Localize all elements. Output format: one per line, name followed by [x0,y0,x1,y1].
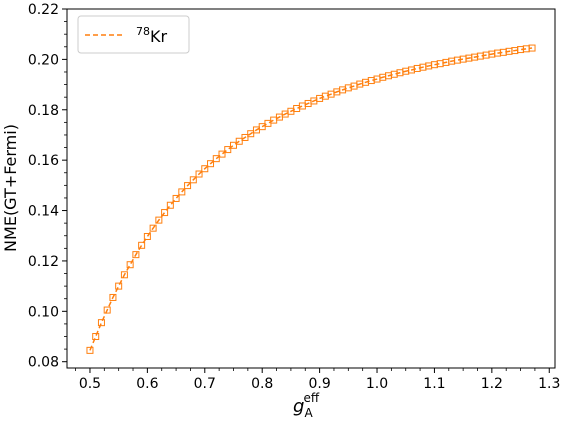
x-tick-label: 0.5 [79,376,101,392]
y-tick-label: 0.18 [28,103,59,119]
data-point [97,319,105,327]
legend-label-main: Kr [150,27,167,46]
data-point [195,170,203,178]
data-point [109,293,117,301]
x-tick-label: 1.1 [423,376,445,392]
x-tick-label: 0.6 [136,376,158,392]
data-point [138,241,146,249]
y-tick-label: 0.20 [28,52,59,68]
data-point [143,232,151,240]
y-tick-label: 0.08 [28,355,59,371]
data-point [120,271,128,279]
x-tick-label: 1.2 [481,376,503,392]
legend: 78Kr [77,15,190,54]
data-point [92,333,100,341]
data-point [166,201,174,209]
series-line [89,47,533,351]
data-point [184,182,192,190]
x-axis: 0.5 0.6 0.7 0.8 0.9 1.0 1.1 1.2 1.3 [75,368,560,392]
data-point [298,102,306,110]
data-point [201,165,209,173]
data-point [103,306,111,314]
data-point [126,261,134,269]
x-tick-label: 1.3 [538,376,560,392]
data-point [270,116,278,124]
x-tick-label: 0.7 [194,376,216,392]
data-point [172,194,180,202]
x-tick-label: 0.8 [251,376,273,392]
data-point [212,155,220,163]
data-point [178,188,186,196]
x-axis-label-main: g [293,396,304,417]
data-point [235,137,243,145]
series-layer [86,44,536,354]
data-point [247,130,255,138]
y-tick-label: 0.22 [28,2,59,18]
plot-frame [66,8,556,369]
data-point [241,133,249,141]
legend-label: 78Kr [136,25,167,46]
y-tick-label: 0.16 [28,153,59,169]
data-point [264,119,272,127]
x-axis-label: gAeff [293,391,320,420]
y-axis: 0.08 0.10 0.12 0.14 0.16 0.18 0.20 0.22 [28,2,67,371]
data-point [224,146,232,154]
x-axis-label-sup: eff [303,391,319,405]
data-point [149,224,157,232]
data-point [207,160,215,168]
data-point [293,105,301,113]
data-point [115,282,123,290]
data-point [189,176,197,184]
legend-box [77,15,190,54]
x-tick-label: 0.9 [308,376,330,392]
data-point [218,150,226,158]
data-point [86,346,94,354]
y-tick-label: 0.14 [28,204,59,220]
y-tick-label: 0.12 [28,254,59,270]
y-tick-label: 0.10 [28,304,59,320]
data-point [132,251,140,259]
legend-label-sup: 78 [136,25,150,38]
x-axis-label-sub: A [304,406,313,420]
data-point [229,141,237,149]
x-tick-label: 1.0 [366,376,388,392]
y-axis-label: NME(GT+Fermi) [1,124,20,252]
data-point [155,216,163,224]
data-point [161,209,169,217]
data-point [528,44,536,52]
